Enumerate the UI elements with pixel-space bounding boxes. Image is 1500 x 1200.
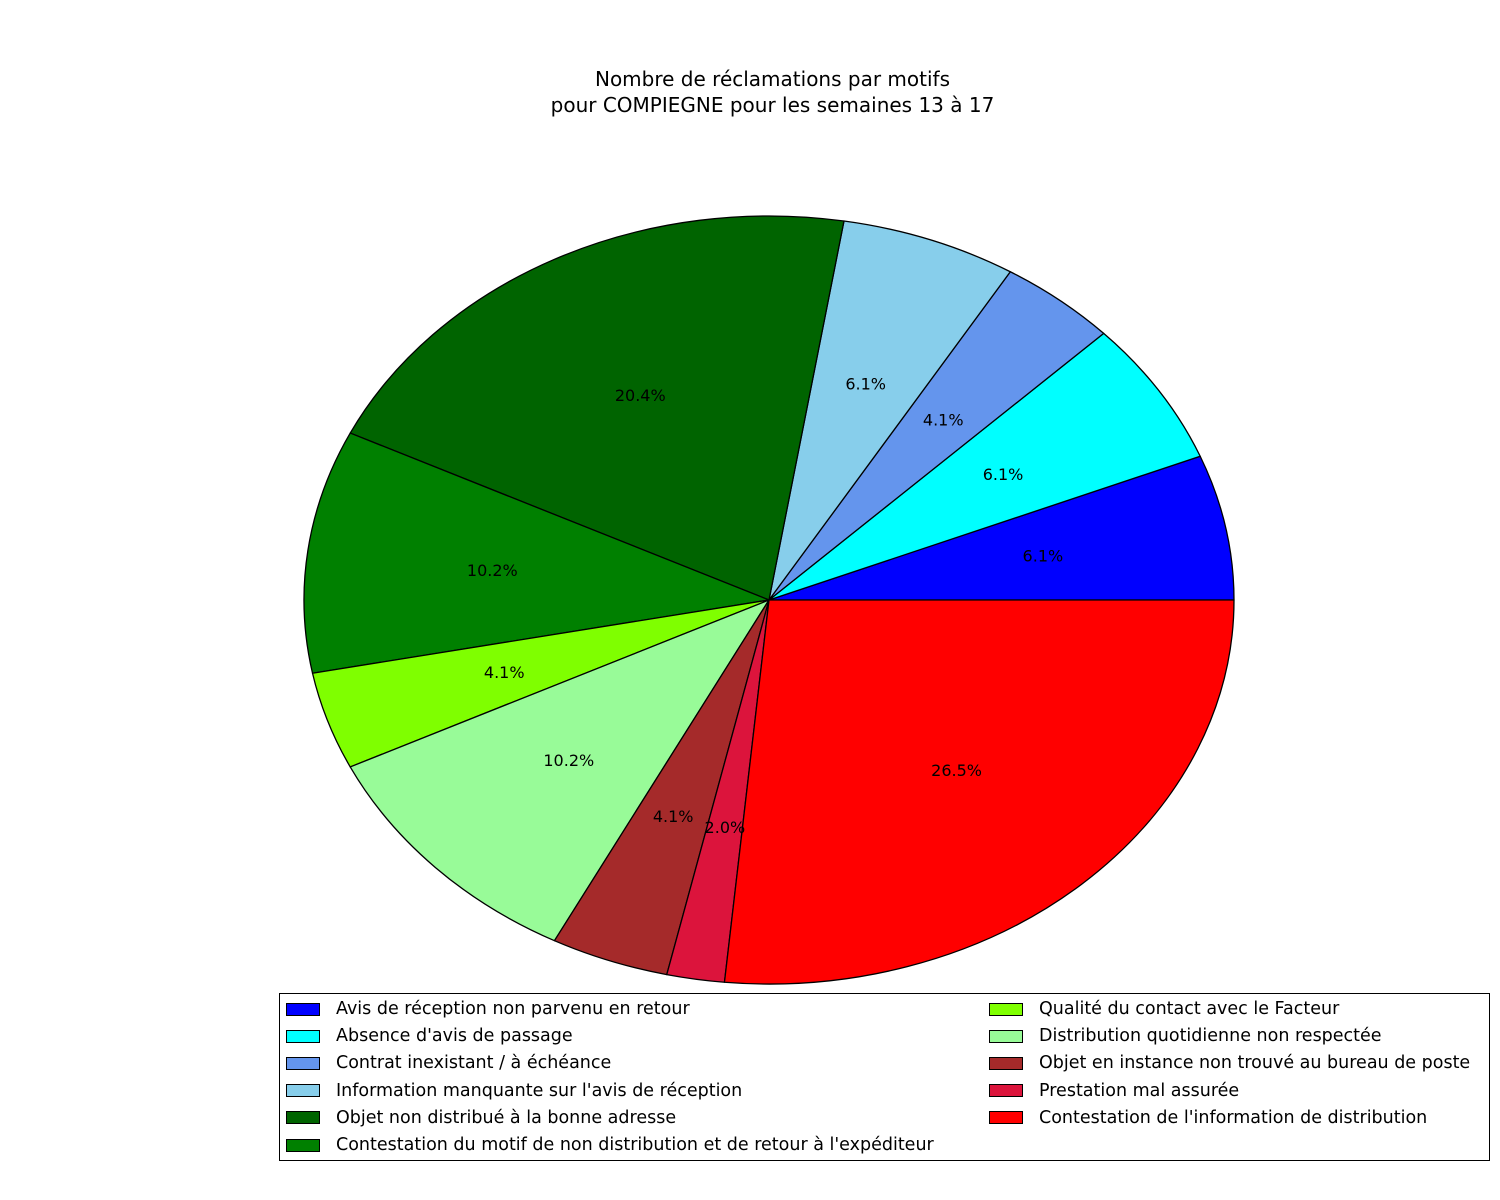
pie-slice-pct-label: 4.1% bbox=[653, 807, 694, 826]
pie-slice-objet-non-distribue-a-la-bonne-adresse bbox=[349, 215, 845, 601]
legend-item: Prestation mal assurée bbox=[989, 1081, 1239, 1101]
pie-slice-pct-label: 26.5% bbox=[931, 761, 982, 780]
legend-label: Information manquante sur l'avis de réce… bbox=[336, 1080, 743, 1101]
legend-swatch bbox=[286, 1002, 320, 1016]
legend-swatch bbox=[286, 1111, 320, 1125]
legend-label: Contestation du motif de non distributio… bbox=[336, 1135, 934, 1155]
pie-slice-pct-label: 6.1% bbox=[983, 465, 1024, 484]
legend-item: Avis de réception non parvenu en retour bbox=[286, 999, 690, 1019]
legend-label: Objet non distribué à la bonne adresse bbox=[336, 1107, 677, 1128]
pie-slice-pct-label: 10.2% bbox=[543, 751, 594, 770]
legend-item: Objet non distribué à la bonne adresse bbox=[286, 1108, 676, 1128]
legend-item: Qualité du contact avec le Facteur bbox=[989, 999, 1339, 1019]
legend-swatch bbox=[989, 1029, 1023, 1043]
pie-slice-pct-label: 2.0% bbox=[705, 818, 746, 837]
legend-label: Absence d'avis de passage bbox=[336, 1026, 573, 1047]
legend-label: Contestation de l'information de distrib… bbox=[1039, 1107, 1428, 1128]
pie-slice-pct-label: 10.2% bbox=[467, 561, 518, 580]
legend-swatch bbox=[989, 1111, 1023, 1125]
chart-title-block: Nombre de réclamations par motifs pour C… bbox=[0, 66, 1500, 118]
legend-swatch bbox=[286, 1138, 320, 1152]
legend-label: Objet en instance non trouvé au bureau d… bbox=[1039, 1053, 1471, 1074]
pie-slice-pct-label: 6.1% bbox=[845, 374, 886, 393]
chart-title: Nombre de réclamations par motifs bbox=[594, 67, 950, 91]
legend-item: Contestation de l'information de distrib… bbox=[989, 1108, 1427, 1128]
legend-swatch bbox=[989, 1056, 1023, 1070]
pie-slice-pct-label: 4.1% bbox=[923, 411, 964, 430]
legend-swatch bbox=[286, 1056, 320, 1070]
legend-label: Contrat inexistant / à échéance bbox=[336, 1053, 612, 1074]
pie-slice-contestation-de-l-information-de-distribution bbox=[723, 599, 1235, 985]
legend-swatch bbox=[989, 1002, 1023, 1016]
legend-swatch bbox=[286, 1029, 320, 1043]
chart-legend: Avis de réception non parvenu en retour A… bbox=[279, 993, 1490, 1161]
legend-label: Avis de réception non parvenu en retour bbox=[336, 999, 690, 1019]
pie-slice-absence-d-avis-de-passage bbox=[768, 332, 1201, 601]
legend-label: Prestation mal assurée bbox=[1039, 1080, 1240, 1101]
legend-item: Information manquante sur l'avis de réce… bbox=[286, 1081, 742, 1101]
legend-item: Contrat inexistant / à échéance bbox=[286, 1053, 611, 1073]
pie-slice-contestation-du-motif-de-non-distribution-et-de-retour-a-l-expediteur bbox=[303, 432, 770, 674]
legend-swatch bbox=[286, 1084, 320, 1098]
legend-item: Objet en instance non trouvé au bureau d… bbox=[989, 1053, 1470, 1073]
legend-item: Absence d'avis de passage bbox=[286, 1026, 573, 1046]
pie-slice-pct-label: 6.1% bbox=[1023, 547, 1064, 566]
pie-slice-pct-label: 4.1% bbox=[484, 663, 525, 682]
legend-label: Distribution quotidienne non respectée bbox=[1039, 1026, 1382, 1047]
legend-label: Qualité du contact avec le Facteur bbox=[1039, 999, 1340, 1019]
legend-swatch bbox=[989, 1084, 1023, 1098]
pie-slice-avis-de-reception-non-parvenu-en-retour bbox=[768, 455, 1235, 601]
pie-slice-pct-label: 20.4% bbox=[615, 386, 666, 405]
pie-slice-information-manquante-sur-l-avis-de-reception bbox=[768, 220, 1011, 601]
chart-subtitle: pour COMPIEGNE pour les semaines 13 à 17 bbox=[550, 93, 995, 117]
pie-slice-distribution-quotidienne-non-respectee bbox=[349, 599, 770, 942]
legend-item: Distribution quotidienne non respectée bbox=[989, 1026, 1382, 1046]
legend-item: Contestation du motif de non distributio… bbox=[286, 1135, 934, 1155]
